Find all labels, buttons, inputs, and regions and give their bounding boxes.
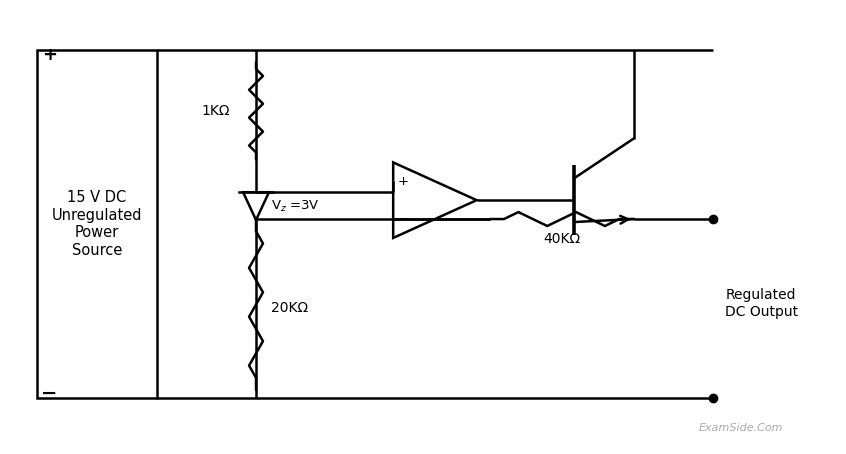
Text: 15 V DC
Unregulated
Power
Source: 15 V DC Unregulated Power Source <box>52 190 142 257</box>
Text: 20KΩ: 20KΩ <box>271 301 308 316</box>
Text: V$_z$ =3V: V$_z$ =3V <box>271 198 320 214</box>
Text: −: − <box>398 212 409 226</box>
Text: ExamSide.Com: ExamSide.Com <box>698 423 783 433</box>
Text: Regulated
DC Output: Regulated DC Output <box>725 288 799 319</box>
Text: −: − <box>41 384 58 403</box>
Text: +: + <box>398 175 409 188</box>
Text: 1KΩ: 1KΩ <box>201 104 230 118</box>
Bar <box>37 50 157 398</box>
Text: +: + <box>41 46 57 64</box>
Text: 40KΩ: 40KΩ <box>543 232 580 246</box>
